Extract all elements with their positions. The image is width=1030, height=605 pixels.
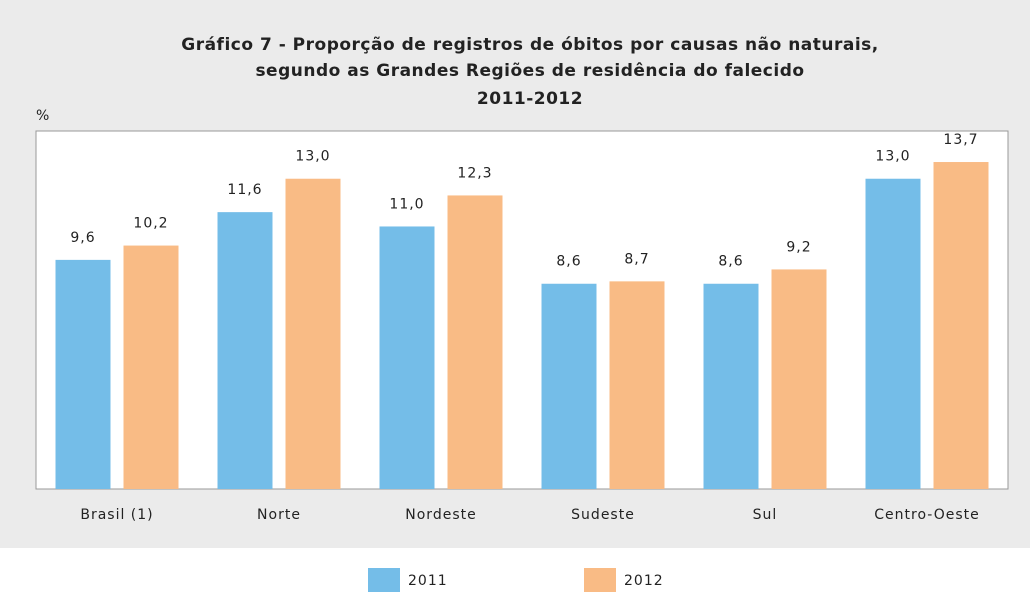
legend-label: 2012 xyxy=(624,573,664,589)
bar xyxy=(703,283,759,489)
legend-swatch xyxy=(584,568,616,592)
bar xyxy=(285,178,341,489)
data-label: 13,0 xyxy=(875,149,910,165)
bar xyxy=(55,259,111,489)
data-label: 11,0 xyxy=(389,196,424,212)
x-tick-label: Brasil (1) xyxy=(80,507,153,523)
bar xyxy=(217,212,273,489)
x-tick-label: Nordeste xyxy=(405,507,476,523)
x-tick-label: Centro-Oeste xyxy=(874,507,980,523)
data-label: 11,6 xyxy=(227,182,262,198)
bar xyxy=(865,178,921,489)
data-label: 8,7 xyxy=(624,251,649,267)
chart-title: segundo as Grandes Regiões de residência… xyxy=(255,61,804,81)
bar xyxy=(771,269,827,489)
chart-title: 2011-2012 xyxy=(477,89,583,109)
plot-area xyxy=(35,130,1009,490)
chart-title: Gráfico 7 - Proporção de registros de ób… xyxy=(181,35,879,55)
data-label: 8,6 xyxy=(556,254,581,270)
data-label: 12,3 xyxy=(457,165,492,181)
bar xyxy=(123,245,179,489)
data-label: 8,6 xyxy=(718,254,743,270)
bar xyxy=(379,226,435,489)
bar xyxy=(933,162,989,489)
data-label: 13,7 xyxy=(943,132,978,148)
data-label: 9,6 xyxy=(70,230,95,246)
y-axis-label: % xyxy=(36,108,50,124)
legend-swatch xyxy=(368,568,400,592)
data-label: 9,2 xyxy=(786,239,811,255)
bar xyxy=(447,195,503,489)
x-tick-label: Sudeste xyxy=(571,507,635,523)
bar xyxy=(609,281,665,489)
data-label: 10,2 xyxy=(133,216,168,232)
bar xyxy=(541,283,597,489)
x-tick-label: Sul xyxy=(753,507,778,523)
x-tick-label: Norte xyxy=(257,507,301,523)
data-label: 13,0 xyxy=(295,149,330,165)
legend-label: 2011 xyxy=(408,573,448,589)
